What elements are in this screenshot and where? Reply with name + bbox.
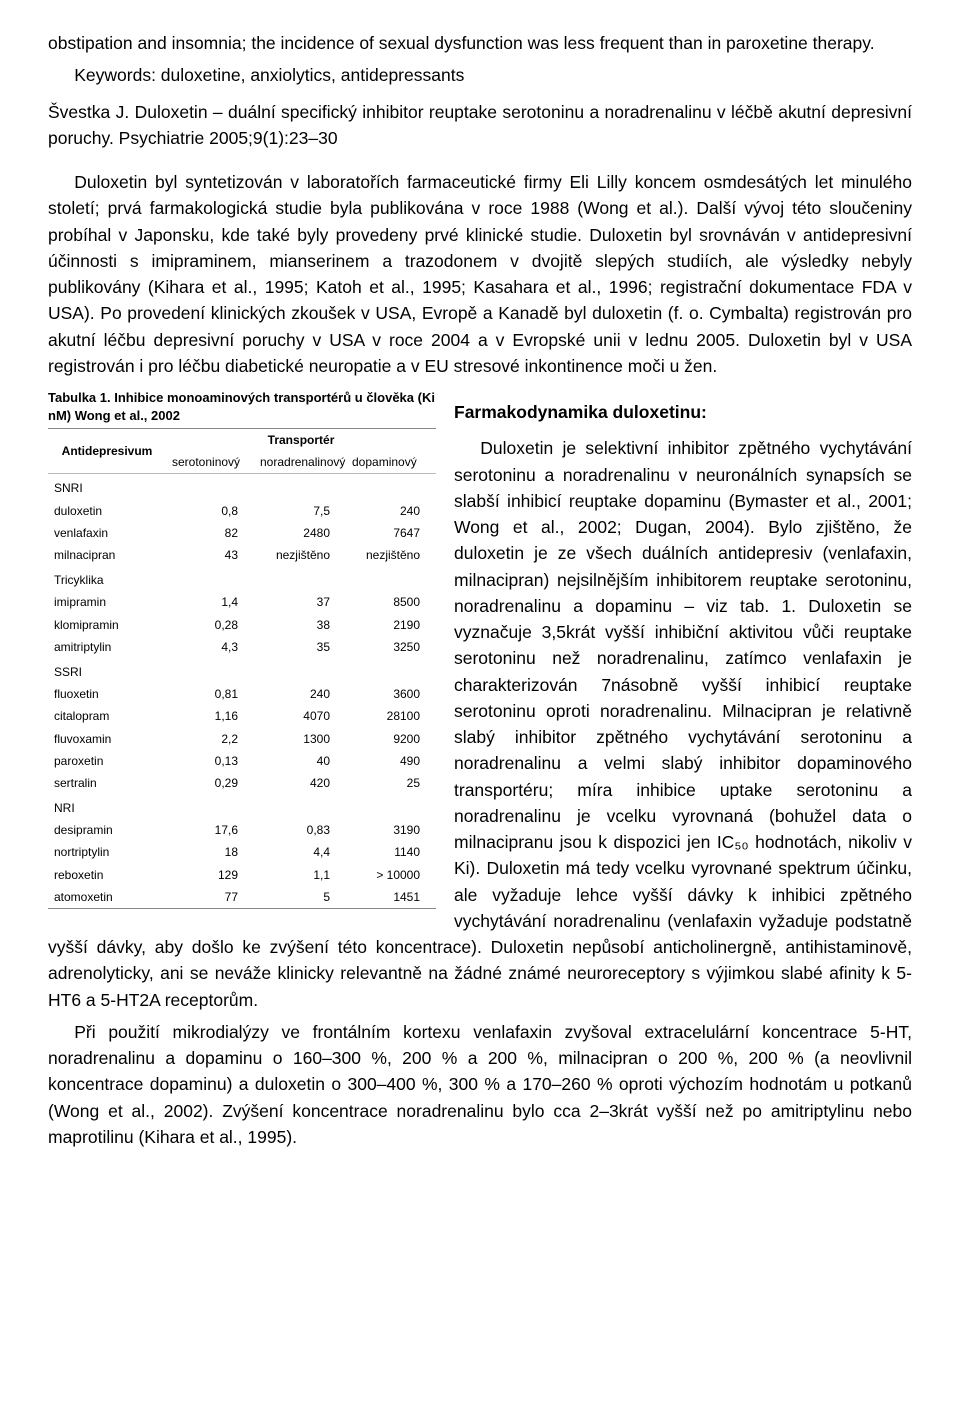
table-row: atomoxetin7751451	[48, 886, 436, 909]
table-row: amitriptylin4,3353250	[48, 636, 436, 658]
table-col-serotonin: serotoninový	[166, 451, 254, 474]
citation-block: Švestka J. Duloxetin – duální specifický…	[48, 99, 912, 152]
table-row: fluoxetin0,812403600	[48, 683, 436, 705]
table-group-label: Tricyklika	[48, 566, 436, 591]
ki-table: Antidepresivum Transportér serotoninový …	[48, 428, 436, 909]
table-col-noradrenalin: noradrenalinový	[254, 451, 346, 474]
table-row: sertralin0,2942025	[48, 772, 436, 794]
table-row: nortriptylin184,41140	[48, 841, 436, 863]
table-1: Tabulka 1. Inhibice monoaminových transp…	[48, 389, 436, 909]
table-row: imipramin1,4378500	[48, 591, 436, 613]
table-header-rowlabel: Antidepresivum	[48, 429, 166, 474]
table-row: desipramin17,60,833190	[48, 819, 436, 841]
table-row: reboxetin1291,1> 10000	[48, 864, 436, 886]
history-paragraph: Duloxetin byl syntetizován v laboratoříc…	[48, 169, 912, 379]
table-caption: Tabulka 1. Inhibice monoaminových transp…	[48, 389, 436, 424]
citation-author: Švestka J.	[48, 102, 129, 122]
intro-paragraph: obstipation and insomnia; the incidence …	[48, 30, 912, 56]
table-header-group: Transportér	[166, 429, 436, 452]
keywords-line: Keywords: duloxetine, anxiolytics, antid…	[74, 62, 912, 88]
table-col-dopamin: dopaminový	[346, 451, 436, 474]
table-row: fluvoxamin2,213009200	[48, 728, 436, 750]
table-row: paroxetin0,1340490	[48, 750, 436, 772]
citation-text: Duloxetin – duální specifický inhibitor …	[48, 102, 912, 148]
table-group-label: NRI	[48, 794, 436, 819]
table-row: milnacipran43nezjištěnonezjištěno	[48, 544, 436, 566]
pharmacodynamics-paragraph-2: Při použití mikrodialýzy ve frontálním k…	[48, 1019, 912, 1150]
table-row: venlafaxin8224807647	[48, 522, 436, 544]
table-group-label: SNRI	[48, 474, 436, 500]
table-group-label: SSRI	[48, 658, 436, 683]
table-row: duloxetin0,87,5240	[48, 500, 436, 522]
table-row: klomipramin0,28382190	[48, 614, 436, 636]
table-row: citalopram1,16407028100	[48, 705, 436, 727]
